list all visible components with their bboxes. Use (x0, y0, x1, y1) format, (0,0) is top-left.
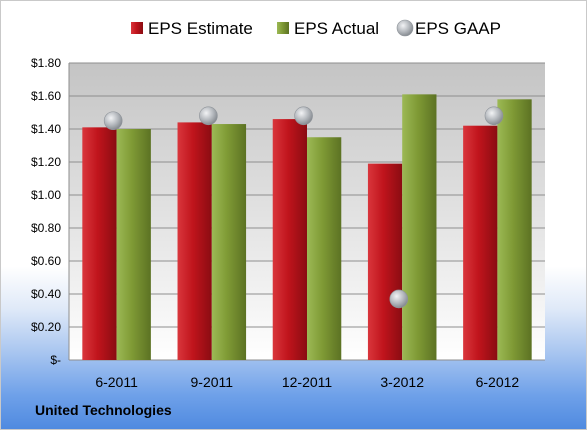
marker-eps-gaap (199, 106, 218, 126)
legend-label: EPS GAAP (415, 19, 501, 38)
legend-swatch-eps-gaap (396, 19, 414, 37)
y-tick-label: $0.80 (31, 221, 61, 235)
x-tick-label: 6-2012 (476, 374, 520, 390)
bar-eps-actual (497, 99, 532, 361)
x-tick-label: 6-2011 (95, 374, 138, 390)
y-tick-label: $1.00 (31, 188, 61, 202)
company-label: United Technologies (35, 402, 172, 418)
eps-chart: $- $0.20 $0.40 $0.60 $0.80 $1.00 $1.20 $1.40 $1.… (31, 19, 545, 390)
marker-eps-gaap (103, 111, 123, 131)
legend-swatch-eps-actual (277, 22, 289, 34)
y-tick-label: $1.20 (31, 155, 61, 169)
bars (82, 94, 532, 361)
y-tick-label: $1.40 (31, 122, 61, 136)
legend-swatch-eps-estimate (131, 22, 143, 34)
y-axis-ticks: $- $0.20 $0.40 $0.60 $0.80 $1.00 $1.20 $1.40 $1.… (31, 56, 61, 367)
bar-eps-estimate (82, 127, 117, 360)
bar-eps-actual (116, 129, 151, 360)
y-tick-label: $1.80 (31, 56, 61, 70)
bar-eps-actual (211, 124, 247, 360)
marker-eps-gaap (484, 106, 504, 126)
x-tick-label: 12-2011 (282, 374, 333, 390)
x-axis-labels: 6-2011 9-2011 12-2011 3-2012 6-2012 (95, 374, 519, 390)
bar-eps-actual (307, 137, 342, 360)
gaap-markers (103, 106, 504, 309)
marker-eps-gaap (294, 106, 313, 126)
marker-eps-gaap (389, 289, 409, 309)
bar-eps-actual (402, 94, 437, 360)
bar-eps-estimate (177, 122, 212, 361)
y-tick-label: $0.40 (31, 287, 61, 301)
y-tick-label: $- (50, 353, 61, 367)
y-tick-label: $0.20 (31, 320, 61, 334)
bar-eps-estimate (367, 163, 403, 360)
bar-eps-estimate (463, 125, 498, 360)
bar-eps-estimate (272, 119, 307, 360)
x-tick-label: 9-2011 (191, 374, 234, 390)
legend: EPS Estimate EPS Actual EPS GAAP (131, 19, 501, 38)
y-tick-label: $1.60 (31, 89, 61, 103)
y-tick-label: $0.60 (31, 254, 61, 268)
legend-label: EPS Actual (294, 19, 379, 38)
legend-label: EPS Estimate (148, 19, 253, 38)
x-tick-label: 3-2012 (380, 374, 424, 390)
